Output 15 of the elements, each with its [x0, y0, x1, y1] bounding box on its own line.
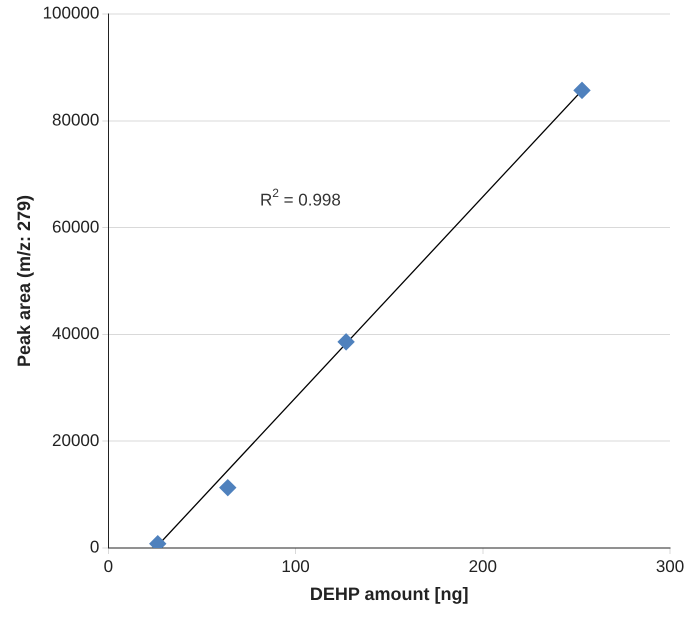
- y-tick-label: 40000: [52, 324, 100, 344]
- x-tick-label: 200: [468, 556, 497, 576]
- y-tick-label: 80000: [52, 110, 100, 130]
- y-axis-title: Peak area (m/z: 279): [14, 194, 34, 368]
- x-tick-label: 300: [656, 556, 684, 576]
- y-tick-label: 0: [90, 538, 100, 557]
- y-tick-label: 60000: [52, 217, 100, 236]
- point: [338, 333, 355, 350]
- x-tick-label: 100: [281, 556, 310, 576]
- x-tick-label: 0: [104, 556, 114, 576]
- y-tick-label: 20000: [52, 430, 100, 450]
- point: [219, 479, 236, 496]
- point: [574, 82, 591, 99]
- x-axis-title: DEHP amount [ng]: [310, 584, 468, 604]
- y-tick-label: 100000: [42, 4, 100, 23]
